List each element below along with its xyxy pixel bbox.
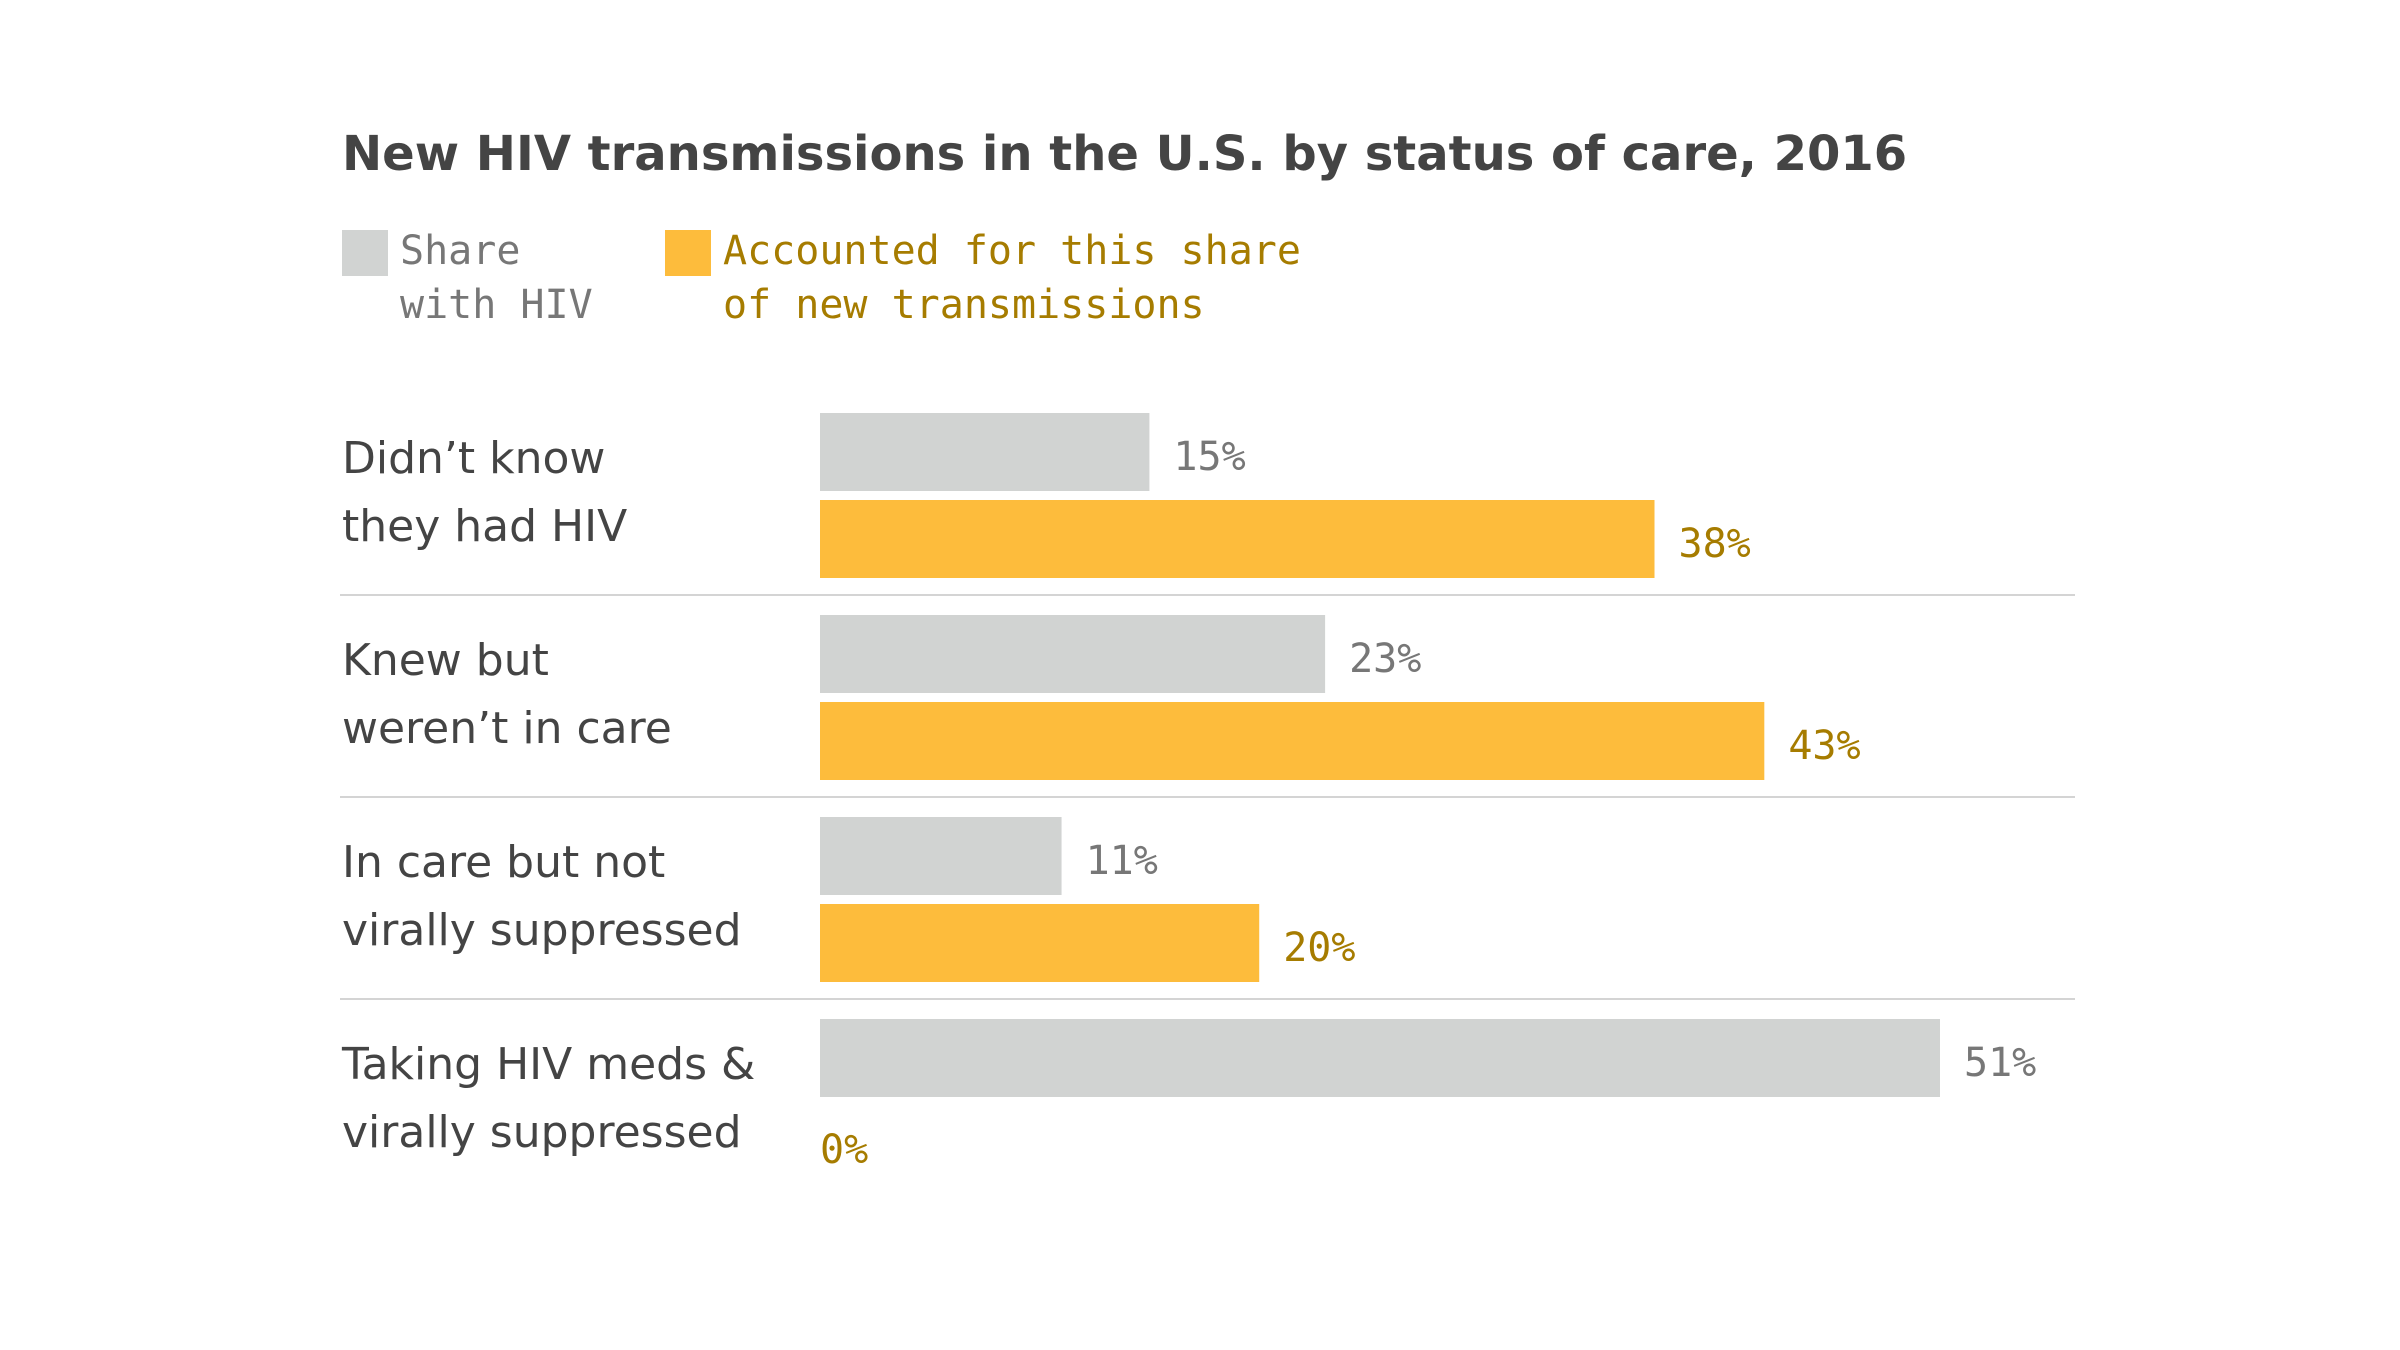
category-label-2-0: In care but not bbox=[342, 837, 665, 888]
bar-1-1 bbox=[820, 702, 1765, 780]
value-label-1-1: 43% bbox=[1788, 723, 1860, 769]
legend-label-0-0: Share bbox=[400, 228, 520, 274]
legend-label-0-1: with HIV bbox=[400, 282, 593, 328]
value-label-1-0: 23% bbox=[1349, 636, 1421, 682]
bar-0-0 bbox=[820, 413, 1150, 491]
value-label-2-1: 20% bbox=[1283, 925, 1355, 971]
bar-3-0 bbox=[820, 1019, 1940, 1097]
chart-title: New HIV transmissions in the U.S. by sta… bbox=[342, 126, 1907, 182]
bar-groups: Didn’t know they had HIV 15% 38% Knew but wer… bbox=[340, 413, 2075, 1173]
value-label-3-1: 0% bbox=[820, 1127, 868, 1173]
bar-2-0 bbox=[820, 817, 1062, 895]
legend: Share with HIV Accounted for this share of … bbox=[342, 228, 1301, 328]
category-label-2-1: virally suppressed bbox=[342, 905, 742, 956]
category-label-0-0: Didn’t know bbox=[342, 433, 605, 484]
category-label-3-1: virally suppressed bbox=[342, 1107, 742, 1158]
legend-label-1-1: of new transmissions bbox=[723, 282, 1205, 328]
value-label-0-1: 38% bbox=[1679, 521, 1751, 567]
category-label-3-0: Taking HIV meds & bbox=[341, 1039, 755, 1090]
category-label-0-1: they had HIV bbox=[342, 501, 627, 552]
bar-0-1 bbox=[820, 500, 1655, 578]
legend-swatch-0 bbox=[342, 230, 388, 276]
bar-1-0 bbox=[820, 615, 1326, 693]
category-label-1-1: weren’t in care bbox=[342, 703, 672, 754]
value-label-3-0: 51% bbox=[1964, 1040, 2036, 1086]
legend-swatch-1 bbox=[665, 230, 711, 276]
value-label-0-0: 15% bbox=[1173, 434, 1245, 480]
legend-label-1-0: Accounted for this share bbox=[723, 228, 1301, 274]
bar-2-1 bbox=[820, 904, 1260, 982]
category-label-1-0: Knew but bbox=[342, 635, 549, 686]
value-label-2-0: 11% bbox=[1086, 838, 1158, 884]
